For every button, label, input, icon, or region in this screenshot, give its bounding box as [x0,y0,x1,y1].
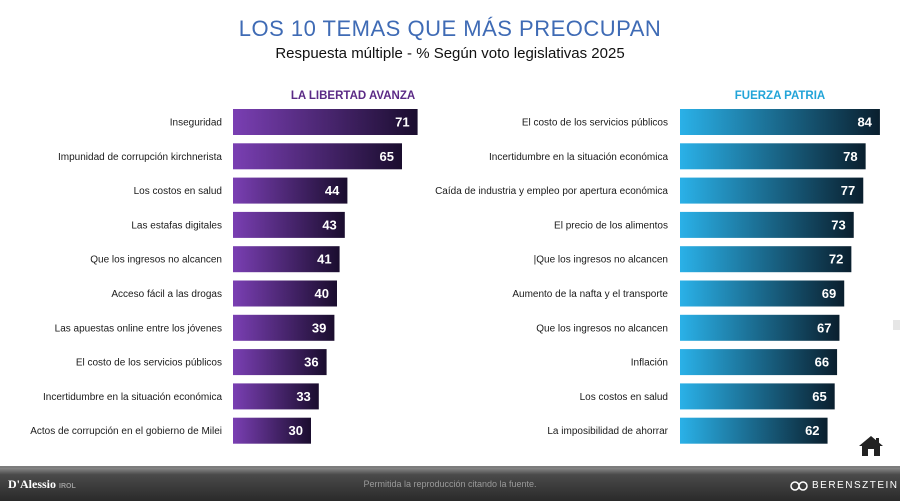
bar-lla-2 [233,177,348,204]
berensztein-logo: BERENSZTEIN [790,480,899,491]
bar-lla-1 [233,143,402,170]
category-label-lla-4: Que los ingresos no alcancen [90,255,222,266]
category-label-fp-1: Incertidumbre en la situación económica [489,152,668,163]
value-label-lla-2: 44 [325,183,340,198]
value-label-lla-3: 43 [322,217,336,232]
category-label-fp-7: Inflación [631,358,668,369]
bar-charts: Inseguridad 71 Impunidad de corrupción kir… [30,109,880,444]
bar-fp-0 [680,109,880,135]
scrollbar-thumb[interactable] [893,320,900,330]
value-label-fp-2: 77 [841,183,855,198]
chart-lla: Inseguridad 71 Impunidad de corrupción kir… [30,109,418,444]
category-label-lla-6: Las apuestas online entre los jóvenes [55,323,222,334]
bar-lla-9 [233,417,311,444]
bar-lla-7 [233,349,327,376]
value-label-lla-5: 40 [315,286,329,301]
category-label-lla-1: Impunidad de corrupción kirchnerista [58,152,222,163]
value-label-lla-1: 65 [380,149,394,164]
category-label-fp-8: Los costos en salud [580,392,668,403]
category-label-lla-2: Los costos en salud [134,186,222,197]
bar-fp-7 [680,349,838,376]
bar-fp-9 [680,417,828,444]
value-label-fp-1: 78 [843,149,857,164]
value-label-lla-0: 71 [395,115,409,130]
footer-bar [0,466,900,501]
value-label-fp-7: 66 [815,355,829,370]
bar-lla-0 [233,109,418,135]
logo-right-text: BERENSZTEIN [812,480,899,491]
chart-title-lla: LA LIBERTAD AVANZA [290,90,416,102]
category-label-fp-2: Caída de industria y empleo por apertura… [435,186,668,197]
bar-fp-1 [680,143,866,170]
value-label-lla-6: 39 [312,320,326,335]
bar-fp-8 [680,383,835,410]
category-label-lla-3: Las estafas digitales [131,220,222,231]
category-label-fp-3: El precio de los alimentos [554,220,668,231]
value-label-fp-8: 65 [812,389,826,404]
category-label-fp-9: La imposibilidad de ahorrar [547,426,668,437]
bar-lla-5 [233,280,337,307]
value-label-fp-3: 73 [831,217,845,232]
bar-fp-5 [680,280,845,307]
category-label-fp-4: |Que los ingresos no alcancen [534,255,668,266]
bar-fp-6 [680,314,840,341]
dalessio-logo: D'Alessio IROL [8,477,76,492]
value-label-lla-9: 30 [289,423,303,438]
footer-note: Permitida la reproducción citando la fue… [363,479,537,489]
category-label-lla-5: Acceso fácil a las drogas [111,289,222,300]
value-label-lla-8: 33 [296,389,310,404]
bar-lla-3 [233,211,345,238]
value-label-fp-9: 62 [805,423,819,438]
bar-lla-4 [233,246,340,273]
category-label-lla-7: El costo de los servicios públicos [76,358,222,369]
bar-lla-8 [233,383,319,410]
logo-left-suffix: IROL [59,483,76,490]
value-label-fp-6: 67 [817,320,831,335]
bar-fp-4 [680,246,852,273]
category-label-fp-5: Aumento de la nafta y el transporte [512,289,668,300]
value-label-fp-4: 72 [829,252,843,267]
bar-lla-6 [233,314,335,341]
value-label-lla-4: 41 [317,252,331,267]
category-label-fp-6: Que los ingresos no alcancen [536,323,668,334]
logo-left-text: D'Alessio [8,477,56,491]
page-title: LOS 10 TEMAS QUE MÁS PREOCUPAN [238,16,662,41]
home-icon[interactable] [858,435,884,457]
category-label-lla-8: Incertidumbre en la situación económica [43,392,222,403]
bar-fp-3 [680,211,854,238]
category-label-fp-0: El costo de los servicios públicos [522,118,668,129]
chart-title-fp: FUERZA PATRIA [734,90,826,102]
bar-fp-2 [680,177,864,204]
page-subtitle: Respuesta múltiple - % Según voto legisl… [275,45,625,62]
category-label-lla-9: Actos de corrupción en el gobierno de Mi… [30,426,222,437]
value-label-fp-5: 69 [822,286,836,301]
berensztein-mark-icon [790,480,808,491]
value-label-lla-7: 36 [304,355,318,370]
chart-fp: El costo de los servicios públicos 84 Ince… [435,109,880,444]
category-label-lla-0: Inseguridad [170,118,222,129]
value-label-fp-0: 84 [857,115,872,130]
footer-divider [0,466,900,468]
